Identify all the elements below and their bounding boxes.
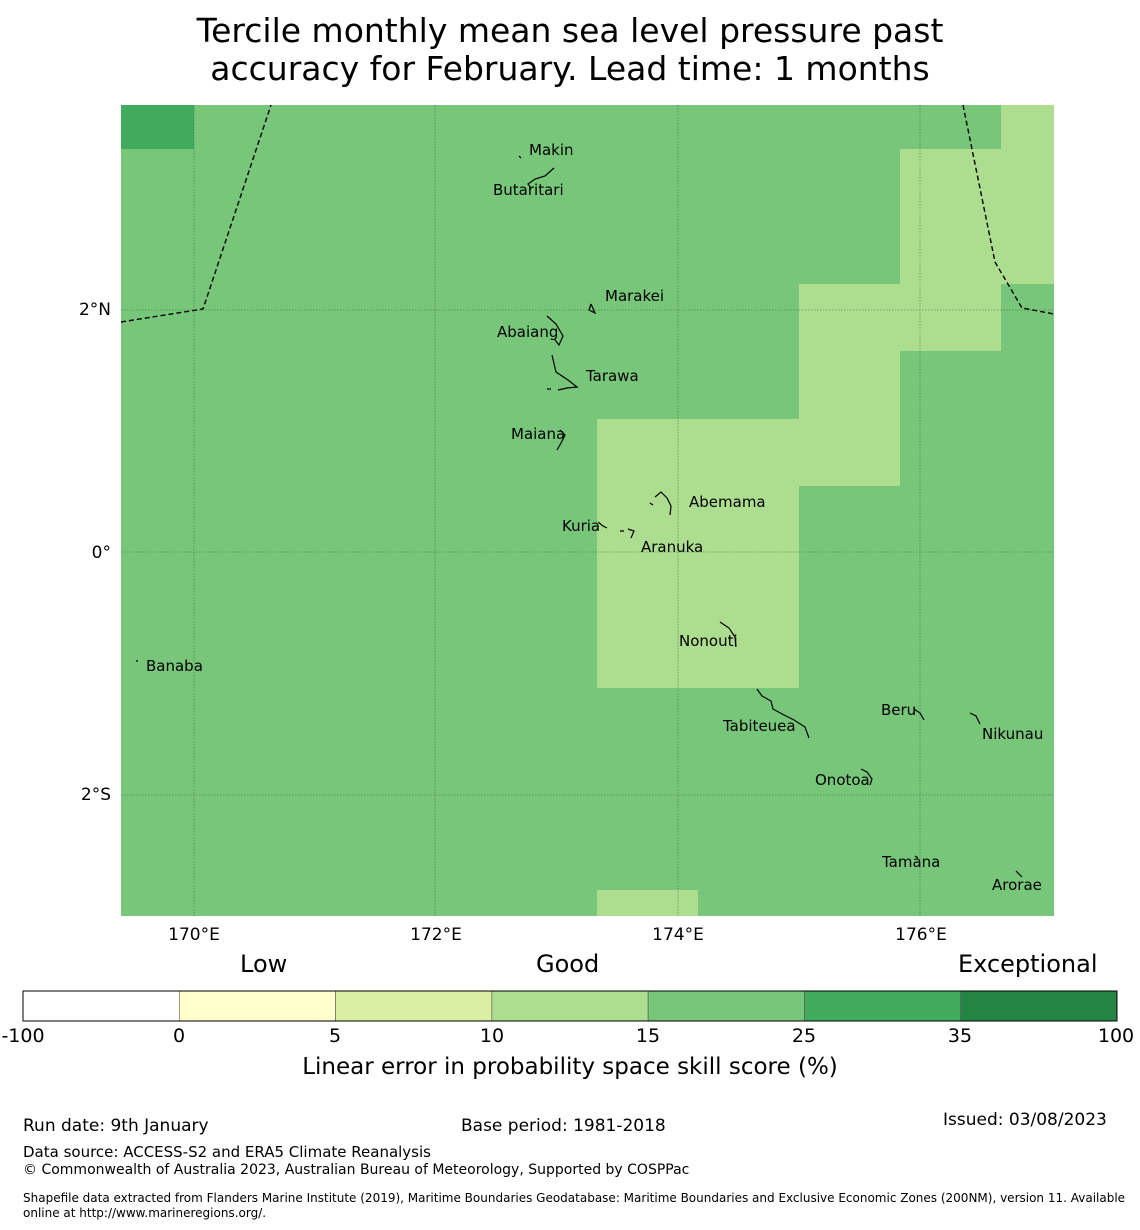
colorbar-tick: 0 <box>172 1025 186 1047</box>
island-outline <box>1015 870 1023 878</box>
skill-cells-10-15 <box>597 105 1054 916</box>
lat-label-2s: 2°S <box>81 785 111 805</box>
island-outlines <box>136 155 1023 878</box>
colorbar-segment <box>647 990 805 1022</box>
colorbar-tick: 100 <box>1097 1025 1135 1047</box>
island-outline <box>551 354 579 391</box>
island-outline <box>649 502 654 506</box>
island-label-onotoa: Onotoa <box>815 771 870 789</box>
lon-label-174e: 174°E <box>652 925 704 945</box>
island-outline <box>597 521 608 529</box>
shapefile-credit: Shapefile data extracted from Flanders M… <box>23 1191 1138 1221</box>
island-label-abaiang: Abaiang <box>497 323 558 341</box>
island-label-kuria: Kuria <box>562 517 600 535</box>
island-outline <box>654 491 672 516</box>
lon-label-172e: 172°E <box>410 925 462 945</box>
island-outline <box>969 712 981 725</box>
skill-field-base <box>121 105 1054 916</box>
island-label-maiana: Maiana <box>511 425 565 443</box>
colorbar-label: Linear error in probability space skill … <box>302 1054 838 1080</box>
category-good: Good <box>536 950 600 978</box>
skill-cell-10-15 <box>597 890 698 916</box>
island-label-beru: Beru <box>881 701 916 719</box>
skill-cell-10-15 <box>597 419 799 688</box>
title-line-1: Tercile monthly mean sea level pressure … <box>196 11 944 50</box>
category-low: Low <box>240 950 288 978</box>
island-outline <box>719 621 737 648</box>
island-label-nikunau: Nikunau <box>982 725 1043 743</box>
island-label-banaba: Banaba <box>146 657 203 675</box>
skill-cell-10-15 <box>1001 105 1054 284</box>
island-outline <box>527 167 555 189</box>
colorbar-tick: 5 <box>328 1025 342 1047</box>
colorbar-tick: -100 <box>1 1025 45 1047</box>
island-label-marakei: Marakei <box>605 287 664 305</box>
shapefile-credit-line-2: online at http://www.marineregions.org/. <box>23 1206 267 1220</box>
island-label-aranuka: Aranuka <box>641 538 703 556</box>
colorbar-tick: 35 <box>947 1025 973 1047</box>
colorbar-tick: 25 <box>791 1025 817 1047</box>
colorbar-segment <box>960 990 1118 1022</box>
island-label-tamana: Tamana <box>881 853 940 871</box>
colorbar-segment <box>335 990 493 1022</box>
island-label-abemama: Abemama <box>689 493 766 511</box>
colorbar-tick: 10 <box>479 1025 505 1047</box>
lat-label-2n: 2°N <box>79 300 111 320</box>
island-outline <box>556 429 566 451</box>
colorbar-segment <box>178 990 336 1022</box>
island-outline <box>756 688 810 739</box>
copyright: © Commonwealth of Australia 2023, Austra… <box>23 1162 690 1178</box>
lon-label-176e: 176°E <box>895 925 947 945</box>
title-line-2: accuracy for February. Lead time: 1 mont… <box>210 49 930 88</box>
island-outline <box>913 708 925 721</box>
island-label-butaritari: Butaritari <box>493 181 564 199</box>
shapefile-credit-line-1: Shapefile data extracted from Flanders M… <box>23 1191 1126 1205</box>
island-label-arorae: Arorae <box>992 876 1042 894</box>
colorbar-segment <box>804 990 962 1022</box>
island-label-nonouti: Nonouti <box>679 632 738 650</box>
island-label-tarawa: Tarawa <box>585 367 639 385</box>
eez-boundary-east <box>962 104 1055 315</box>
skill-cell-25-35 <box>121 105 194 149</box>
eez-boundary-west <box>120 104 272 323</box>
lat-label-0: 0° <box>92 543 111 563</box>
colorbar-segment <box>491 990 649 1022</box>
island-outline <box>518 155 522 159</box>
chart-title: Tercile monthly mean sea level pressure … <box>0 12 1140 88</box>
island-outline <box>620 528 635 539</box>
colorbar-tick: 15 <box>635 1025 661 1047</box>
island-outline <box>860 768 873 786</box>
colorbar-segment <box>22 990 180 1022</box>
axis-labels: 170°E 172°E 174°E 176°E 2°N 0° 2°S <box>79 300 947 945</box>
lon-label-170e: 170°E <box>168 925 220 945</box>
category-exceptional: Exceptional <box>958 950 1098 978</box>
run-date: Run date: 9th January <box>23 1116 209 1136</box>
island-label-makin: Makin <box>529 141 574 159</box>
issued-date: Issued: 03/08/2023 <box>943 1110 1107 1130</box>
island-outline <box>914 855 919 859</box>
colorbar <box>22 990 1118 1022</box>
island-labels: Makin Butaritari Marakei Abaiang Tarawa … <box>146 141 1043 894</box>
skill-cell-10-15 <box>900 149 1001 351</box>
eez-boundaries <box>120 104 1055 323</box>
island-outline <box>546 315 564 347</box>
data-source: Data source: ACCESS-S2 and ERA5 Climate … <box>23 1143 431 1161</box>
island-label-tabiteuea: Tabiteuea <box>722 717 796 735</box>
skill-cell-10-15 <box>799 284 900 486</box>
base-period: Base period: 1981-2018 <box>461 1116 666 1136</box>
colorbar-frame <box>22 990 1118 1022</box>
graticule <box>121 105 1054 916</box>
island-outline <box>588 303 597 315</box>
